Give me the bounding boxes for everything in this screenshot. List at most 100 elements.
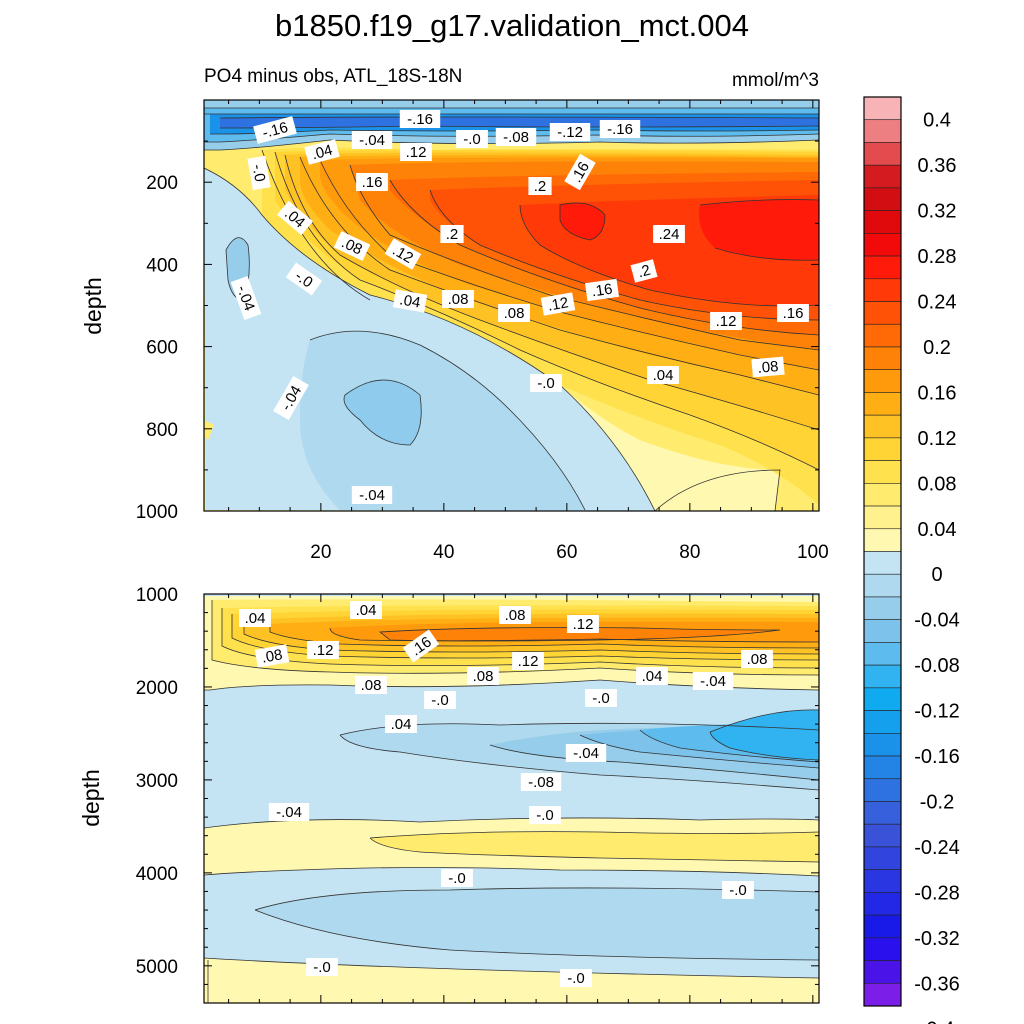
contour-label: .12: [307, 641, 339, 659]
svg-text:.04: .04: [642, 668, 663, 685]
contour-label: -.0: [247, 155, 271, 191]
x-tick-label: 60: [556, 542, 577, 563]
colorbar-box: [863, 846, 902, 870]
svg-text:.12: .12: [406, 144, 427, 161]
svg-text:-.0: -.0: [431, 692, 449, 709]
colorbar-box: [863, 369, 902, 393]
colorbar-box: [863, 233, 902, 257]
tick-layer: 20 40 60 80 100 200 400 600 800 1000 1000 2000 3000 4…: [136, 100, 829, 1004]
svg-text:.2: .2: [446, 226, 459, 243]
colorbar-box: [863, 323, 902, 348]
svg-text:-.08: -.08: [503, 129, 529, 146]
contour-label: -.04: [692, 672, 734, 690]
y-tick-label: 600: [146, 338, 178, 359]
contour-label: .08: [741, 650, 773, 668]
svg-text:.12: .12: [518, 653, 539, 670]
svg-text:.04: .04: [391, 716, 412, 733]
svg-text:-.0: -.0: [249, 163, 269, 183]
contour-label: .08: [355, 676, 387, 694]
svg-text:.08: .08: [747, 651, 768, 668]
contour-label: -.04: [565, 744, 607, 762]
colorbar-frame: [863, 96, 902, 1007]
colorbar-box: [863, 278, 902, 302]
svg-text:.04: .04: [310, 142, 335, 164]
svg-text:.04: .04: [356, 602, 377, 619]
colorbar-box: [863, 687, 902, 711]
colorbar-label: -0.32: [914, 928, 960, 950]
colorbar-box: [863, 619, 902, 643]
svg-text:.12: .12: [313, 642, 334, 659]
y-tick-label: 5000: [136, 957, 178, 978]
x-tick-label: 20: [310, 542, 331, 563]
contour-label: -.0: [306, 958, 338, 976]
colorbar-box: [863, 505, 902, 530]
colorbar-box: [863, 869, 902, 893]
svg-text:-.16: -.16: [607, 121, 633, 138]
upper-mid-negative: [300, 331, 585, 510]
contour-label: -.04: [268, 803, 310, 821]
contour-label: .12: [567, 615, 599, 633]
svg-text:-.16: -.16: [407, 111, 433, 128]
contour-label: -.0: [560, 969, 592, 987]
colorbar-label: -0.24: [914, 837, 960, 859]
contour-label: .08: [751, 356, 785, 378]
contour-label: -.0: [285, 262, 323, 296]
contour-label: -.0: [441, 869, 473, 887]
colorbar-label: 0: [931, 564, 942, 586]
contour-label: .12: [400, 143, 432, 161]
svg-text:.12: .12: [716, 313, 737, 330]
colorbar-label: -0.2: [920, 791, 954, 813]
contour-label: .04: [385, 715, 417, 733]
contour-label: .04: [647, 366, 679, 384]
colorbar-label: -0.12: [914, 701, 960, 723]
colorbar-box: [863, 414, 902, 439]
contour-label: -.0: [529, 806, 561, 824]
colorbar-box: [863, 914, 902, 939]
contour-label: .08: [467, 667, 499, 685]
colorbar-label: 0.32: [918, 201, 957, 223]
y-tick-label: 4000: [136, 864, 178, 885]
colorbar-box: [863, 573, 902, 598]
contour-label: .12: [540, 292, 576, 316]
svg-text:.08: .08: [504, 305, 525, 322]
figure-title: b1850.f19_g17.validation_mct.004: [275, 8, 749, 43]
y-tick-label: 1000: [136, 502, 178, 523]
colorbar-box: [863, 960, 902, 984]
contour-label: -.04: [351, 486, 393, 504]
svg-text:.08: .08: [757, 358, 779, 377]
colorbar-label: 0.16: [918, 382, 957, 404]
colorbar-box: [863, 664, 902, 689]
svg-text:.08: .08: [473, 668, 494, 685]
contour-label: -.0: [456, 130, 488, 148]
svg-text:-.0: -.0: [536, 807, 554, 824]
y-tick-label: 2000: [136, 678, 178, 699]
svg-text:-.04: -.04: [276, 804, 302, 821]
colorbar-box: [863, 528, 902, 552]
colorbar-box: [863, 255, 902, 280]
svg-text:-.04: -.04: [359, 487, 385, 504]
svg-text:.04: .04: [653, 367, 674, 384]
colorbar-box: [863, 823, 902, 848]
svg-text:-.04: -.04: [700, 673, 726, 690]
colorbar-box: [863, 187, 902, 211]
svg-text:-.0: -.0: [463, 131, 481, 148]
svg-text:.2: .2: [636, 262, 652, 282]
colorbar-box: [863, 142, 902, 166]
x-tick-label: 40: [433, 542, 454, 563]
svg-text:-.08: -.08: [528, 774, 554, 791]
contour-label: .08: [498, 304, 530, 322]
panel-units: mmol/m^3: [732, 70, 819, 91]
y-tick-label: 400: [146, 255, 178, 276]
contour-label: -.04: [351, 131, 393, 149]
svg-text:-.0: -.0: [292, 267, 316, 291]
svg-text:.2: .2: [534, 178, 547, 195]
panel-left-string: PO4 minus obs, ATL_18S-18N: [204, 66, 462, 87]
contour-label: -.0: [585, 689, 617, 707]
x-tick-label: 100: [797, 542, 829, 563]
colorbar-box: [863, 596, 902, 620]
contour-label: .24: [653, 225, 685, 243]
contour-label: -.0: [722, 881, 754, 899]
colorbar-label: 0.24: [918, 292, 957, 314]
contour-label: -.12: [549, 123, 591, 141]
colorbar-box: [863, 164, 902, 189]
